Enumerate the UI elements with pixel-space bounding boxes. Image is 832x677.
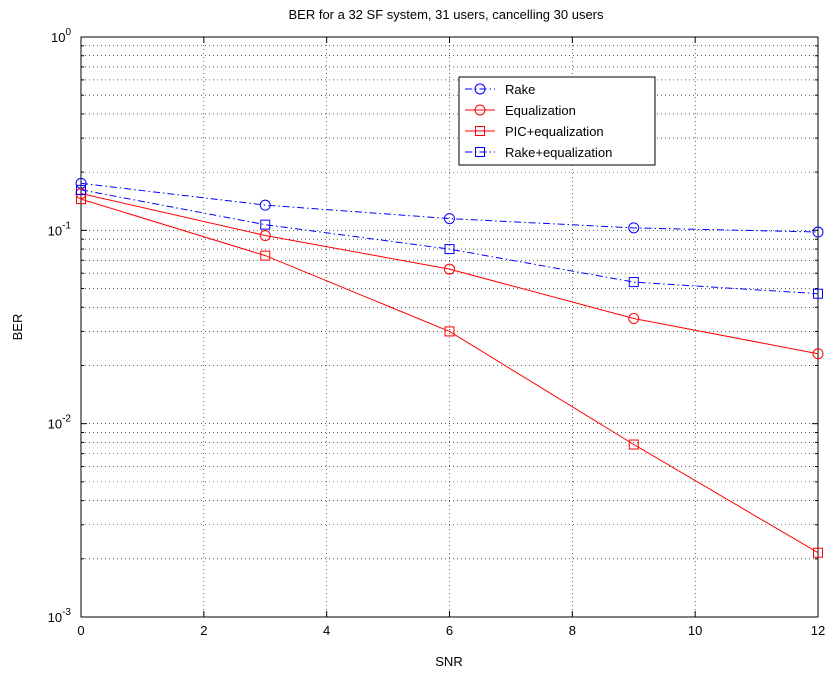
legend-box xyxy=(458,76,656,166)
series-rake-equalization xyxy=(76,184,823,299)
axis-ticks: 0 2 4 6 8 10 12 10-3 10-2 10-1 100 xyxy=(48,27,826,638)
data-point xyxy=(444,326,455,337)
y-tick-label: 10-3 xyxy=(48,607,72,625)
x-axis-label: SNR xyxy=(435,654,462,669)
data-point xyxy=(813,288,823,299)
series-line xyxy=(80,198,819,554)
data-point xyxy=(444,213,455,225)
data-point xyxy=(628,312,640,324)
y-tick-label: 10-1 xyxy=(48,220,72,238)
series-line xyxy=(80,193,819,355)
y-tick-label: 10-2 xyxy=(48,414,72,432)
data-point xyxy=(812,348,824,360)
data-point xyxy=(474,83,486,95)
data-point xyxy=(260,250,271,261)
legend-item: Rake xyxy=(465,82,535,97)
x-tick-label: 0 xyxy=(77,623,84,638)
y-tick-label: 100 xyxy=(51,27,71,45)
series-rake xyxy=(75,177,824,238)
data-point xyxy=(76,184,86,195)
data-point xyxy=(444,244,455,255)
series-group xyxy=(75,177,824,558)
data-point xyxy=(474,104,486,116)
x-tick-label: 4 xyxy=(323,623,330,638)
data-point xyxy=(628,222,640,234)
data-point xyxy=(259,230,271,242)
series-line xyxy=(80,182,819,233)
data-point xyxy=(628,439,639,450)
legend-label: Rake xyxy=(505,82,535,97)
x-tick-label: 2 xyxy=(200,623,207,638)
data-point xyxy=(813,547,823,558)
legend-label: Rake+equalization xyxy=(505,145,612,160)
x-tick-label: 6 xyxy=(446,623,453,638)
data-point xyxy=(628,277,639,288)
data-point xyxy=(444,263,455,275)
data-point xyxy=(259,199,271,211)
y-axis-label: BER xyxy=(10,314,25,341)
legend-item: Equalization xyxy=(465,103,576,118)
legend-label: Equalization xyxy=(505,103,576,118)
legend-label: PIC+equalization xyxy=(505,124,604,139)
data-point xyxy=(475,126,485,136)
legend: Rake Equalization PIC+equalization Rake+equ… xyxy=(458,76,656,166)
legend-item: Rake+equalization xyxy=(465,145,612,160)
data-point xyxy=(812,226,824,238)
chart-title: BER for a 32 SF system, 31 users, cancel… xyxy=(288,7,604,22)
data-point xyxy=(260,219,271,230)
data-point xyxy=(475,147,485,157)
series-line xyxy=(80,189,819,295)
x-tick-label: 10 xyxy=(688,623,702,638)
x-tick-label: 8 xyxy=(569,623,576,638)
x-tick-label: 12 xyxy=(811,623,825,638)
legend-item: PIC+equalization xyxy=(465,124,604,139)
